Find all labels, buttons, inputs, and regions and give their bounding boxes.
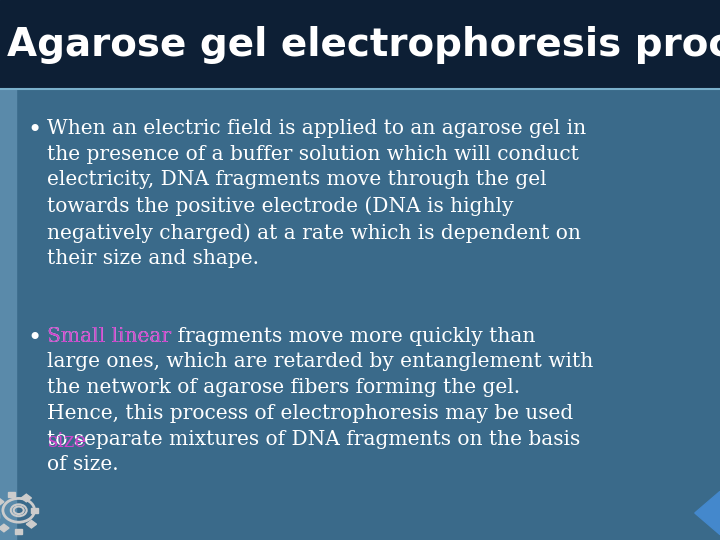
- Text: Small linear fragments move more quickly than: Small linear fragments move more quickly…: [0, 539, 1, 540]
- Text: size: size: [48, 432, 87, 451]
- Bar: [0, 0, 720, 89]
- Bar: [21, 494, 32, 502]
- Bar: [8, 492, 15, 497]
- Bar: [0, 498, 4, 505]
- Text: Small linear: Small linear: [47, 327, 177, 346]
- Bar: [31, 508, 38, 513]
- Bar: [0, 89, 720, 540]
- Text: Small linear fragments move more quickly than
large ones, which are retarded by : Small linear fragments move more quickly…: [47, 327, 593, 475]
- Text: •: •: [27, 327, 42, 350]
- Text: •: •: [27, 119, 42, 142]
- Polygon shape: [695, 491, 720, 535]
- Bar: [0, 89, 16, 540]
- Bar: [15, 529, 22, 534]
- Text: Agarose gel electrophoresis procedure: Agarose gel electrophoresis procedure: [7, 26, 720, 64]
- Text: When an electric field is applied to an agarose gel in
the presence of a buffer : When an electric field is applied to an …: [47, 119, 586, 268]
- Bar: [0, 524, 9, 532]
- Bar: [27, 521, 37, 528]
